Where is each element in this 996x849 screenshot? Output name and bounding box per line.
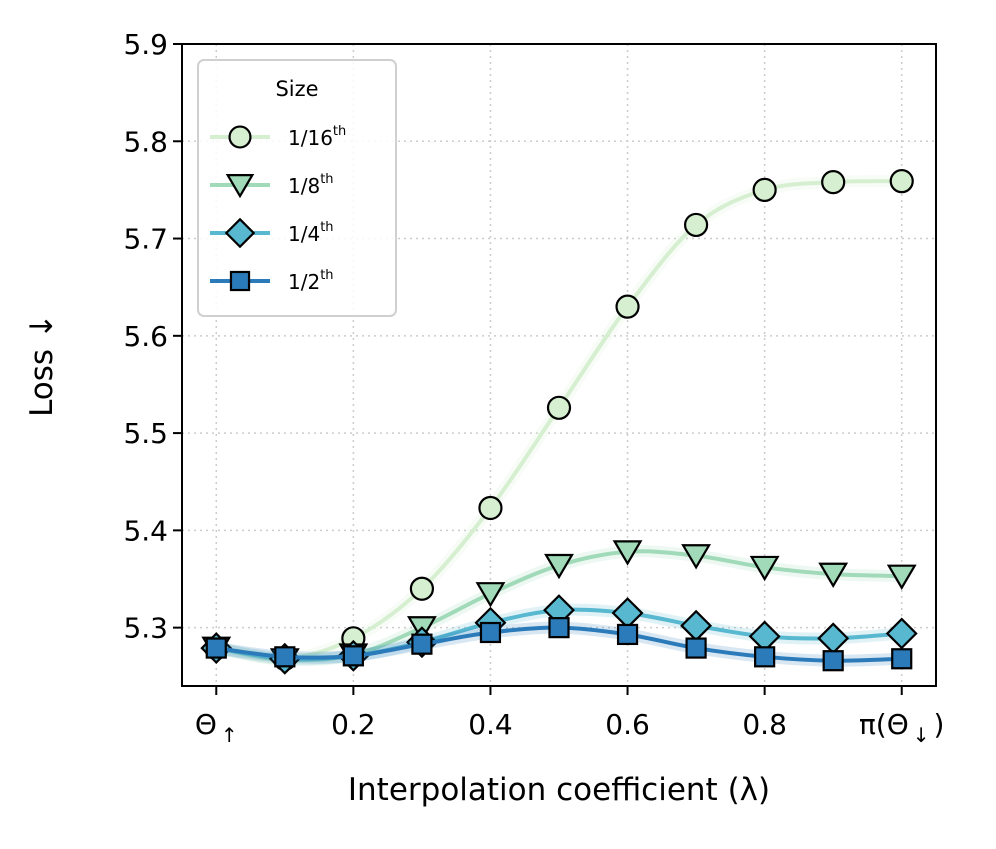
legend-label: 1/16th xyxy=(288,124,346,150)
y-tick-label: 5.4 xyxy=(123,514,168,547)
data-point xyxy=(749,555,780,582)
legend-marker xyxy=(224,217,256,249)
y-tick-label: 5.5 xyxy=(123,417,168,450)
data-point xyxy=(615,294,640,319)
x-tick-label: 0.2 xyxy=(331,708,376,741)
y-tick-label: 5.3 xyxy=(123,612,168,645)
series-layer xyxy=(200,169,918,675)
legend-label: 1/8th xyxy=(288,172,334,198)
data-point xyxy=(205,637,227,659)
x-tick-label: 0.8 xyxy=(742,708,787,741)
legend-label: 1/2th xyxy=(288,268,334,294)
y-tick-label: 5.7 xyxy=(123,223,168,256)
data-point xyxy=(274,646,296,668)
data-point xyxy=(546,395,572,420)
data-point xyxy=(411,633,433,655)
data-point xyxy=(548,617,570,639)
data-point xyxy=(683,212,709,238)
data-point xyxy=(544,553,574,580)
data-point xyxy=(685,637,707,659)
x-tick-label: Θ ↑ xyxy=(195,708,238,747)
data-point xyxy=(821,170,846,195)
legend-entry: 1/2th xyxy=(210,268,334,294)
data-point xyxy=(752,177,777,203)
data-point xyxy=(886,564,917,590)
legend-title: Size xyxy=(275,77,318,101)
series-4 xyxy=(205,617,913,672)
legend-entry: 1/4th xyxy=(210,217,334,249)
legend-marker xyxy=(228,125,252,149)
data-point xyxy=(478,495,503,521)
data-point xyxy=(342,645,364,667)
x-axis-title: Interpolation coefficient (λ) xyxy=(348,772,770,808)
data-point xyxy=(885,617,918,650)
legend-marker xyxy=(229,270,251,292)
data-point xyxy=(822,650,844,672)
legend-marker xyxy=(225,174,255,199)
data-point xyxy=(891,648,913,670)
data-point xyxy=(681,544,712,570)
data-point xyxy=(409,576,435,601)
data-point xyxy=(818,562,849,589)
data-point xyxy=(616,623,639,646)
x-tick-label: π(Θ ↓) xyxy=(859,708,945,747)
legend-label: 1/4th xyxy=(288,220,334,246)
y-tick-label: 5.9 xyxy=(123,28,168,61)
axes: Θ ↑ 0.2 0.4 0.6 0.8 π(Θ ↓) 5.3 5.4 5.5 5.6 5.7 5.8 5.9 xyxy=(123,28,944,747)
data-point xyxy=(475,582,506,608)
legend: Size 1/16th 1/8th 1/4th 1/2th xyxy=(197,59,397,317)
data-point xyxy=(889,169,914,194)
y-tick-label: 5.6 xyxy=(123,320,168,353)
legend-entry: 1/16th xyxy=(210,124,346,150)
legend-box xyxy=(197,59,397,317)
legend-entry: 1/8th xyxy=(210,172,334,199)
data-point xyxy=(612,540,643,566)
y-tick-label: 5.8 xyxy=(123,125,168,158)
y-axis-title: Loss ↓ xyxy=(24,313,60,417)
data-point xyxy=(479,621,502,644)
plot-frame xyxy=(181,43,937,687)
x-tick-label: 0.6 xyxy=(605,708,650,741)
data-point xyxy=(754,646,776,668)
x-tick-label: 0.4 xyxy=(468,708,513,741)
